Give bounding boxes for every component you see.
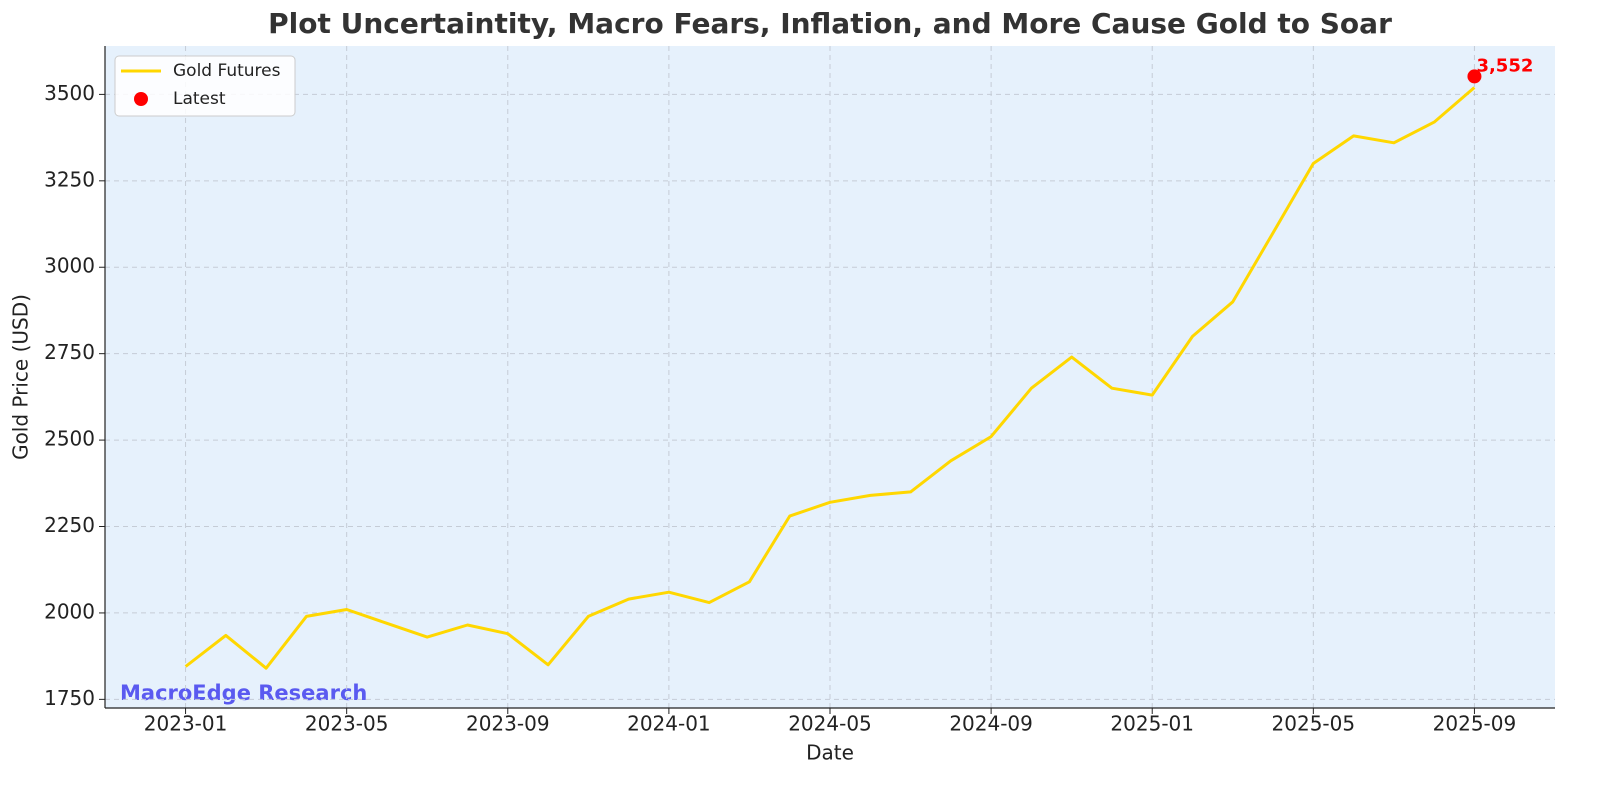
x-tick-label: 2025-09 xyxy=(1433,712,1517,736)
y-tick-label: 2500 xyxy=(44,427,95,451)
x-tick-label: 2023-01 xyxy=(144,712,228,736)
x-tick-label: 2024-01 xyxy=(627,712,711,736)
y-tick-label: 3000 xyxy=(44,254,95,278)
latest-point xyxy=(1467,69,1482,84)
y-tick-label: 3500 xyxy=(44,81,95,105)
x-tick-label: 2024-05 xyxy=(788,712,872,736)
watermark: MacroEdge Research xyxy=(120,681,367,705)
legend-label: Latest xyxy=(173,89,226,109)
y-axis-label: Gold Price (USD) xyxy=(9,294,33,460)
gold-line xyxy=(184,86,1476,670)
x-tick-label: 2023-05 xyxy=(305,712,389,736)
x-tick-label: 2024-09 xyxy=(949,712,1033,736)
y-tick-label: 2750 xyxy=(44,340,95,364)
chart-title: Plot Uncertaintity, Macro Fears, Inflati… xyxy=(268,7,1392,40)
y-tick-label: 3250 xyxy=(44,167,95,191)
y-tick-label: 1750 xyxy=(44,686,95,710)
x-tick-label: 2025-01 xyxy=(1110,712,1194,736)
legend-label: Gold Futures xyxy=(173,61,281,81)
x-tick-label: 2025-05 xyxy=(1272,712,1356,736)
value-label: 3,552 xyxy=(1476,55,1533,76)
y-tick-label: 2250 xyxy=(44,513,95,537)
x-axis-label: Date xyxy=(806,741,854,765)
legend-marker xyxy=(134,92,148,106)
x-tick-label: 2023-09 xyxy=(466,712,550,736)
y-tick-label: 2000 xyxy=(44,599,95,623)
